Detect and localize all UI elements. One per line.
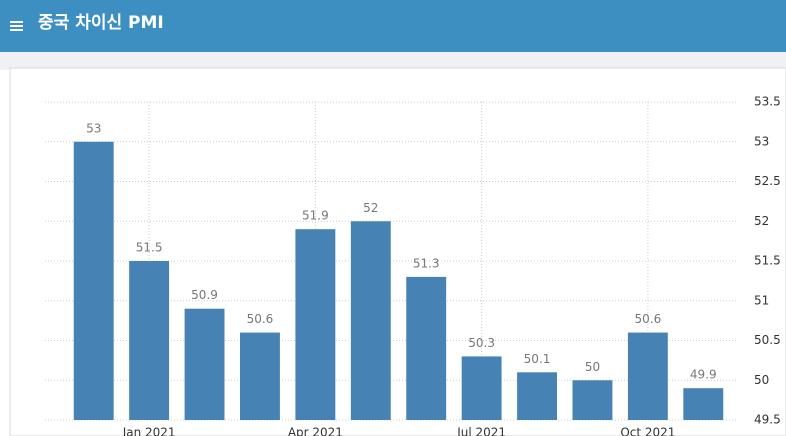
bar bbox=[572, 380, 613, 420]
y-tick-label: 49.5 bbox=[754, 413, 781, 427]
bar bbox=[517, 372, 557, 420]
y-tick-label: 52.5 bbox=[754, 174, 781, 188]
value-label: 51.3 bbox=[413, 256, 440, 270]
bar bbox=[184, 308, 225, 420]
y-tick-label: 52 bbox=[754, 214, 769, 228]
value-label: 53 bbox=[86, 121, 101, 135]
value-label: 50 bbox=[585, 360, 600, 374]
y-tick-label: 51 bbox=[754, 293, 769, 307]
y-tick-label: 53.5 bbox=[754, 95, 781, 109]
x-tick-label: Apr 2021 bbox=[288, 426, 343, 436]
header: 중국 차이신 PMI bbox=[0, 0, 786, 52]
bar bbox=[129, 261, 170, 420]
y-tick-label: 50 bbox=[754, 373, 769, 387]
bar bbox=[240, 332, 280, 420]
value-label: 52 bbox=[363, 201, 378, 215]
bar bbox=[295, 229, 336, 420]
y-tick-label: 51.5 bbox=[754, 254, 781, 268]
chart-title: 중국 차이신 PMI bbox=[38, 13, 164, 33]
value-label: 50.3 bbox=[468, 336, 495, 350]
value-label: 50.6 bbox=[247, 312, 274, 326]
value-label: 51.5 bbox=[136, 241, 163, 255]
bar bbox=[73, 141, 114, 420]
bar bbox=[627, 332, 668, 420]
value-label: 49.9 bbox=[690, 368, 717, 382]
panel bbox=[9, 67, 786, 436]
bar bbox=[461, 356, 502, 420]
value-label: 50.9 bbox=[191, 288, 218, 302]
y-tick-label: 50.5 bbox=[754, 333, 781, 347]
x-tick-label: Jan 2021 bbox=[122, 426, 176, 436]
value-label: 50.1 bbox=[524, 352, 551, 366]
bar bbox=[406, 276, 447, 420]
value-label: 51.9 bbox=[302, 209, 329, 223]
x-tick-label: Oct 2021 bbox=[620, 426, 675, 436]
value-label: 50.6 bbox=[635, 312, 662, 326]
menu-icon[interactable] bbox=[4, 0, 34, 52]
bar bbox=[350, 221, 391, 420]
bar bbox=[683, 388, 724, 420]
separator bbox=[0, 52, 786, 70]
x-tick-label: Jul 2021 bbox=[456, 426, 506, 436]
y-tick-label: 53 bbox=[754, 134, 769, 148]
